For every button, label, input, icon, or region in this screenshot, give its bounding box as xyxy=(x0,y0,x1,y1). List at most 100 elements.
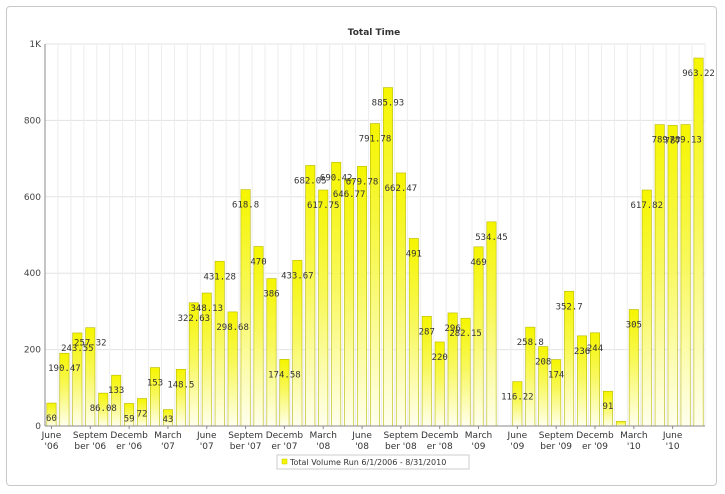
data-label: 257.32 xyxy=(74,339,107,349)
bar xyxy=(654,124,665,427)
data-label: 690.42 xyxy=(320,173,353,183)
x-tick-label: Septem ber '08 xyxy=(383,431,418,452)
x-tick-label-line: June xyxy=(351,431,372,441)
data-label: 352.7 xyxy=(556,302,583,312)
bar xyxy=(512,381,523,427)
bar xyxy=(253,246,264,427)
bar xyxy=(641,189,652,427)
y-tick-label: 800 xyxy=(24,116,41,126)
data-label: 682.05 xyxy=(294,176,327,186)
data-label: 322.63 xyxy=(178,314,211,324)
x-tick-label-line: Septem xyxy=(228,431,263,441)
y-tick-label: 1K xyxy=(29,40,42,50)
x-tick-label-line: Decemb xyxy=(576,431,614,441)
data-label: 386 xyxy=(263,290,279,300)
x-tick-label: June '09 xyxy=(507,431,528,452)
data-label: 469 xyxy=(470,258,486,268)
x-tick-label: Decemb er '07 xyxy=(266,431,304,452)
x-tick-label: Septem ber '09 xyxy=(539,431,574,452)
data-label: 243.55 xyxy=(61,344,94,354)
x-tick-label: Decemb er '09 xyxy=(576,431,614,452)
bar xyxy=(667,125,678,427)
data-label: 662.47 xyxy=(385,184,418,194)
data-label: 470 xyxy=(250,257,266,267)
bar xyxy=(693,57,704,427)
x-tick-label: Decemb er '06 xyxy=(110,431,148,452)
data-label: 789.13 xyxy=(669,136,702,146)
x-tick-label-line: Decemb xyxy=(110,431,148,441)
x-tick-label-line: March xyxy=(154,431,181,441)
x-tick-label-line: ber '06 xyxy=(74,442,106,452)
x-tick-label: Septem ber '07 xyxy=(228,431,263,452)
x-tick-label-line: '09 xyxy=(510,442,524,452)
y-tick-label: 600 xyxy=(24,193,41,203)
x-tick-label-line: Septem xyxy=(539,431,574,441)
bar xyxy=(214,260,225,427)
x-tick-label: March '09 xyxy=(465,431,492,452)
data-label: 679.78 xyxy=(346,177,379,187)
bar xyxy=(266,278,277,427)
x-tick-label-line: June xyxy=(196,431,217,441)
x-tick-label-line: '06 xyxy=(45,442,59,452)
data-label: 791.78 xyxy=(359,135,392,145)
bar xyxy=(344,178,355,427)
data-label: 220 xyxy=(432,353,448,363)
data-label: 963.22 xyxy=(682,69,715,79)
x-tick-label-line: '08 xyxy=(355,442,369,452)
legend-box xyxy=(276,454,470,470)
data-label: 236 xyxy=(574,347,590,357)
bar xyxy=(111,374,122,427)
x-tick-label-line: er '08 xyxy=(427,442,453,452)
x-tick-label: June '07 xyxy=(196,431,217,452)
bar xyxy=(680,124,691,427)
bar xyxy=(408,238,419,427)
legend[interactable]: Total Volume Run 6/1/2006 - 8/31/2010 xyxy=(276,454,470,470)
x-tick-label-line: Septem xyxy=(73,431,108,441)
bar xyxy=(370,123,380,427)
data-label: 787 xyxy=(665,136,681,146)
data-label: 646.77 xyxy=(333,190,366,200)
x-tick-label-line: June xyxy=(662,431,683,441)
bar xyxy=(292,260,303,427)
data-label: 491 xyxy=(406,249,422,259)
data-label: 298.68 xyxy=(216,323,249,333)
bar xyxy=(240,189,251,427)
x-tick-label-line: March xyxy=(620,431,647,441)
data-label: 174.58 xyxy=(268,370,301,380)
x-tick-label-line: Decemb xyxy=(266,431,304,441)
x-tick-label: March '07 xyxy=(154,431,181,452)
data-label: 208 xyxy=(535,358,551,368)
bar xyxy=(486,221,497,427)
data-label: 431.28 xyxy=(203,272,236,282)
bar xyxy=(551,359,562,427)
x-tick-label-line: June xyxy=(41,431,62,441)
data-label: 43 xyxy=(163,415,174,425)
data-label: 885.93 xyxy=(372,99,405,109)
x-tick-label: Decemb er '08 xyxy=(421,431,459,452)
data-label: 618.8 xyxy=(232,201,259,211)
x-tick-label-line: March xyxy=(310,431,337,441)
chart-title: Total Time xyxy=(348,28,400,38)
data-label: 433.67 xyxy=(281,271,314,281)
data-label: 617.75 xyxy=(307,201,340,211)
y-tick-label: 400 xyxy=(24,269,41,279)
x-tick-label-line: '10 xyxy=(666,442,680,452)
data-label: 282.15 xyxy=(449,329,482,339)
legend-label: Total Volume Run 6/1/2006 - 8/31/2010 xyxy=(289,458,446,467)
data-label: 617.82 xyxy=(631,201,664,211)
data-label: 244 xyxy=(587,344,603,354)
x-tick-label-line: er '06 xyxy=(116,442,142,452)
data-label: 72 xyxy=(137,409,148,419)
x-tick-label-line: '10 xyxy=(627,442,641,452)
x-tick-label-line: March xyxy=(465,431,492,441)
x-tick-label-line: er '09 xyxy=(582,442,608,452)
data-label: 174 xyxy=(548,371,564,381)
data-label: 91 xyxy=(603,402,614,412)
data-label: 133 xyxy=(108,386,124,396)
x-tick-label-line: ber '08 xyxy=(385,442,417,452)
data-label: 305 xyxy=(626,320,642,330)
y-tick-label: 0 xyxy=(35,422,41,432)
